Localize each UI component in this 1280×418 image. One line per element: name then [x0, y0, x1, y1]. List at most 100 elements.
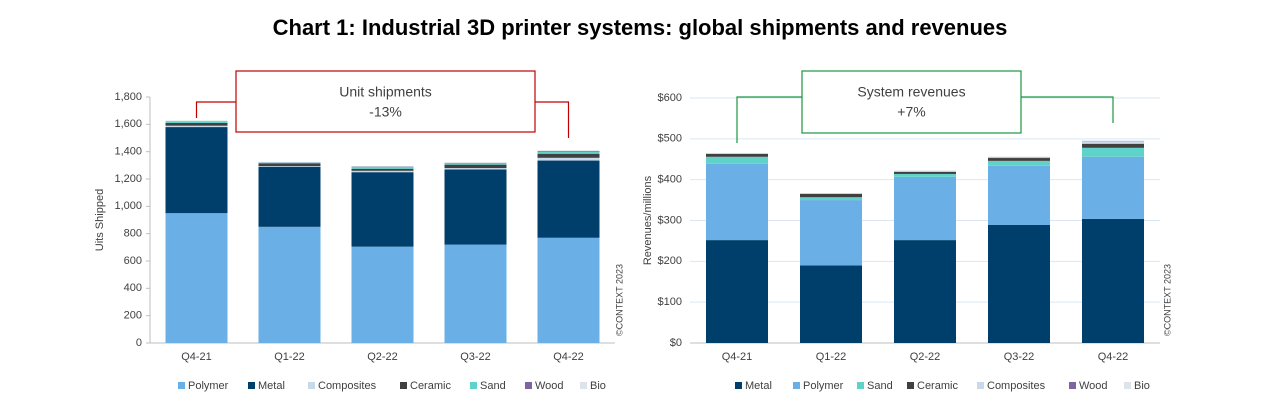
bar-segment [351, 246, 414, 343]
bar-segment [1082, 147, 1144, 157]
legend-swatch [580, 382, 587, 389]
legend-label: Bio [590, 380, 606, 392]
annotation-text: -13% [369, 104, 402, 120]
annotation-box [801, 70, 1022, 134]
legend-swatch [1069, 382, 1076, 389]
y-axis-label: Uits Shipped [94, 189, 106, 251]
bar-segment [444, 168, 507, 170]
x-tick-label: Q4-22 [1098, 351, 1129, 363]
bracket [195, 101, 236, 118]
x-tick-label: Q4-21 [722, 351, 753, 363]
bracket [1021, 96, 1114, 123]
legend-swatch [525, 382, 532, 389]
bar-segment [706, 240, 768, 343]
bar-segment [800, 193, 862, 198]
bar-segment [894, 171, 956, 174]
bar-segment [706, 156, 768, 164]
bar-segment [537, 153, 600, 158]
bar-segment [988, 157, 1050, 159]
bar-segment [351, 166, 414, 169]
credit: ©CONTEXT 2023 [614, 264, 624, 336]
legend-label: Wood [1079, 380, 1108, 392]
bar-segment [706, 153, 768, 157]
bar-segment [537, 150, 600, 151]
bar-segment [258, 166, 321, 167]
y-tick-label: 0 [136, 337, 142, 349]
legend-swatch [907, 382, 914, 389]
legend-label: Polymer [188, 380, 229, 392]
bar-segment [444, 162, 507, 163]
y-tick-label: $0 [670, 337, 682, 349]
bar-segment [258, 166, 321, 227]
bar-segment [165, 122, 228, 126]
y-tick-label: 1,000 [114, 200, 142, 212]
x-tick-label: Q4-22 [553, 351, 584, 363]
bar-segment [1082, 141, 1144, 144]
x-tick-label: Q3-22 [1004, 351, 1035, 363]
legend-swatch [470, 382, 477, 389]
legend-label: Composites [987, 380, 1046, 392]
y-tick-label: $400 [658, 174, 682, 186]
bar-segment [537, 151, 600, 154]
x-tick-label: Q4-21 [181, 351, 212, 363]
bar-segment [1082, 218, 1144, 343]
legend-swatch [178, 382, 185, 389]
bar-segment [444, 169, 507, 245]
annotation-text: System revenues [857, 84, 965, 100]
x-tick-label: Q2-22 [910, 351, 941, 363]
credit: ©CONTEXT 2023 [1162, 264, 1172, 336]
bar-segment [351, 172, 414, 247]
legend-label: Ceramic [917, 380, 958, 392]
y-tick-label: 400 [124, 282, 142, 294]
y-tick-label: $200 [658, 255, 682, 267]
y-tick-label: $600 [658, 92, 682, 104]
legend-label: Sand [480, 380, 506, 392]
y-tick-label: 1,200 [114, 173, 142, 185]
bar-segment [894, 240, 956, 343]
bar-segment [988, 224, 1050, 343]
y-tick-label: 1,800 [114, 91, 142, 103]
legend-label: Bio [1134, 380, 1150, 392]
bar-segment [351, 170, 414, 173]
legend-swatch [735, 382, 742, 389]
bar-segment [351, 168, 414, 171]
bar-segment [988, 160, 1050, 166]
legend-swatch [1124, 382, 1131, 389]
legend-swatch [308, 382, 315, 389]
bar-segment [537, 160, 600, 238]
bar-segment [258, 162, 321, 164]
bar-segment [258, 226, 321, 343]
legend-swatch [793, 382, 800, 389]
bar-segment [165, 125, 228, 128]
bracket [736, 96, 802, 143]
bar-segment [800, 265, 862, 343]
bar-segment [444, 163, 507, 165]
legend-swatch [977, 382, 984, 389]
bar-segment [258, 163, 321, 167]
legend-swatch [248, 382, 255, 389]
annotation-box [235, 70, 536, 133]
legend-label: Sand [867, 380, 893, 392]
page-title: Chart 1: Industrial 3D printer systems: … [273, 15, 1008, 40]
y-tick-label: 1,400 [114, 146, 142, 158]
bar-segment [988, 158, 1050, 161]
bar-segment [894, 171, 956, 172]
y-tick-label: 1,600 [114, 118, 142, 130]
legend-label: Wood [535, 380, 564, 392]
bracket [535, 101, 570, 138]
bar-segment [444, 244, 507, 343]
bar-segment [1082, 140, 1144, 142]
y-tick-label: 600 [124, 255, 142, 267]
legend-swatch [400, 382, 407, 389]
x-tick-label: Q2-22 [367, 351, 398, 363]
legend-label: Ceramic [410, 380, 451, 392]
bar-segment [1082, 143, 1144, 148]
legend-label: Metal [745, 380, 772, 392]
legend-label: Composites [318, 380, 377, 392]
x-tick-label: Q3-22 [460, 351, 491, 363]
bar-segment [165, 120, 228, 122]
x-tick-label: Q1-22 [274, 351, 305, 363]
bar-segment [165, 121, 228, 123]
bar-segment [537, 157, 600, 161]
